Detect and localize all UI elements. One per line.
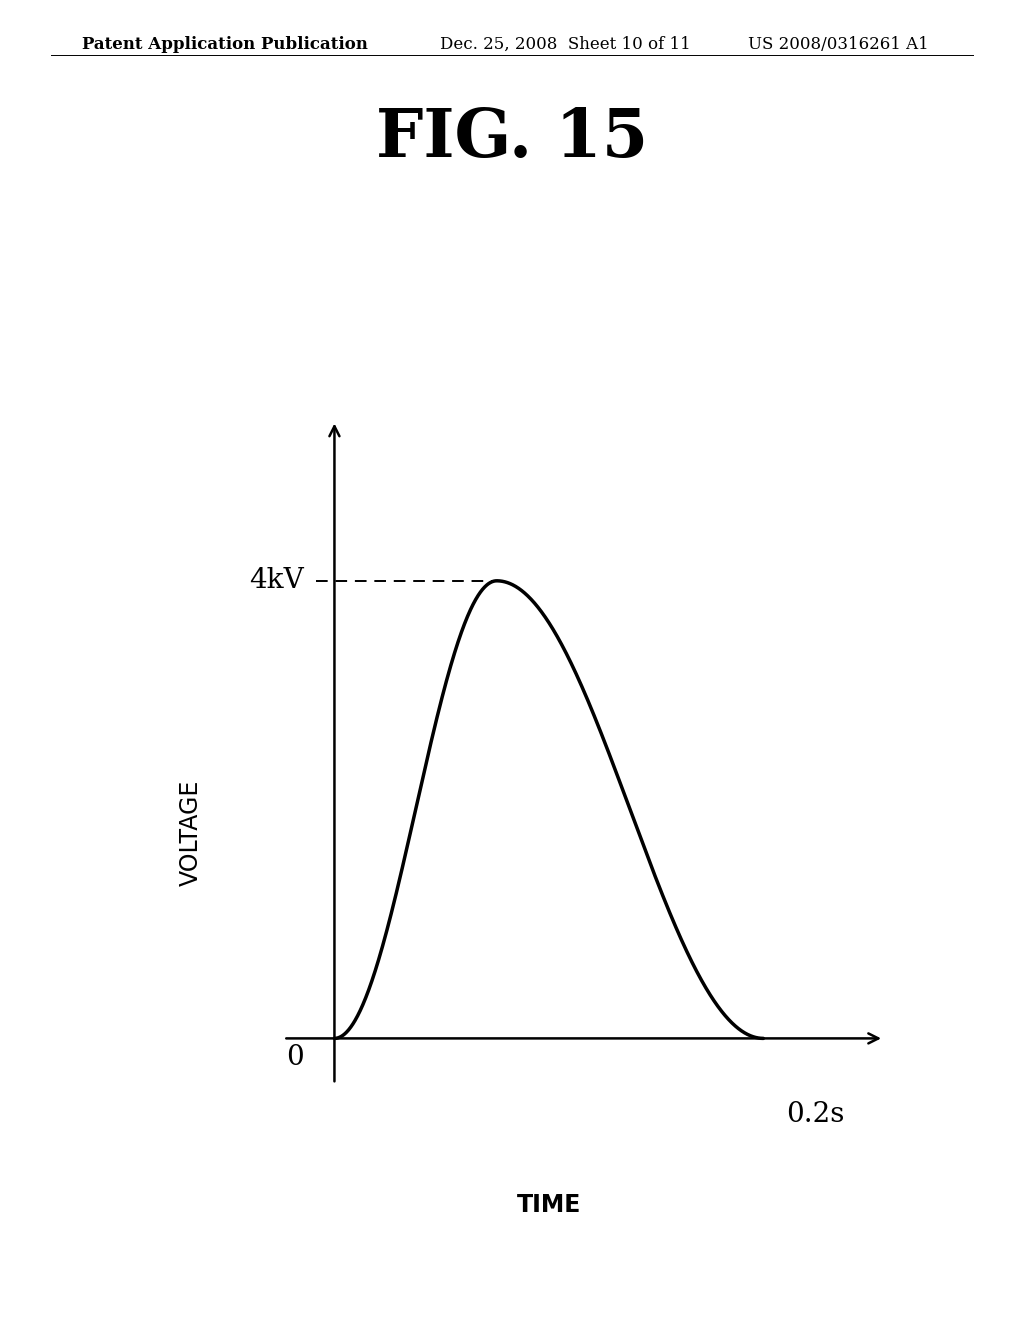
Text: 0.2s: 0.2s — [786, 1101, 845, 1129]
Text: TIME: TIME — [517, 1193, 581, 1217]
Text: 4kV: 4kV — [250, 568, 304, 594]
Text: US 2008/0316261 A1: US 2008/0316261 A1 — [748, 36, 929, 53]
Text: 0: 0 — [287, 1044, 304, 1071]
Text: FIG. 15: FIG. 15 — [376, 106, 648, 172]
Text: VOLTAGE: VOLTAGE — [179, 779, 203, 886]
Text: Dec. 25, 2008  Sheet 10 of 11: Dec. 25, 2008 Sheet 10 of 11 — [440, 36, 691, 53]
Text: Patent Application Publication: Patent Application Publication — [82, 36, 368, 53]
